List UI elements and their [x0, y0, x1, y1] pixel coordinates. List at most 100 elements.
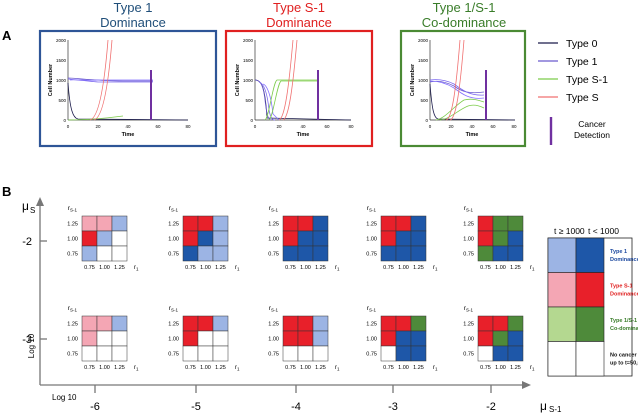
y-tick-minus2: -2	[22, 236, 32, 248]
grid-cell	[81, 345, 98, 362]
grid-mu-s-minus2-mu-s1-minus3: rS-1 1.25 1.00 0.75 0.75 1.00 1.25 r1	[366, 205, 438, 272]
grid-cell	[212, 315, 229, 332]
panel-a-label: A	[2, 28, 12, 43]
plot1-ytick: 2000	[56, 38, 67, 43]
grid-col-axis-label: r1	[235, 365, 240, 372]
grid-row-label: 0.75	[268, 252, 279, 258]
panel-b-axes	[36, 197, 531, 393]
grid-row-axis-sub: S-1	[70, 208, 78, 213]
plot3-ytick: 1000	[418, 78, 429, 83]
grid-cell	[477, 215, 494, 232]
plot2-ylabel: Cell Number	[235, 63, 241, 96]
grid-cell	[477, 315, 494, 332]
y-axis-label: μ	[22, 199, 29, 213]
grid-row-label: 1.00	[67, 237, 78, 243]
grid-cell	[81, 230, 98, 247]
plot1-xtick: 40	[125, 124, 131, 129]
plot3-ytick: 2000	[418, 38, 429, 43]
grid-col-axis-sub: 1	[136, 267, 139, 272]
legend-label-types: Type S	[566, 92, 599, 104]
grid-cell	[212, 330, 229, 347]
grid-row-label: 0.75	[463, 352, 474, 358]
grid-row-axis-label: rS-1	[464, 305, 474, 313]
grid-cell	[492, 230, 509, 247]
grid-col-axis-label: r1	[134, 265, 139, 272]
grid-row-label: 1.25	[168, 222, 179, 228]
grid-col-label: 1.25	[215, 265, 226, 271]
grid-row-label: 1.25	[463, 322, 474, 328]
grid-cell	[297, 330, 314, 347]
legend-panel-a: Type 0 Type 1 Type S-1 Type S Cancer Det…	[538, 38, 610, 145]
x-tick-minus6: -6	[90, 401, 100, 413]
grid-cell	[312, 315, 329, 332]
x-axis-sub: S-1	[549, 405, 562, 413]
legend-label-type1: Type 1	[566, 56, 598, 68]
grid-cell	[96, 315, 113, 332]
grid-cell	[312, 245, 329, 262]
grid-col-label: 1.00	[99, 365, 110, 371]
grid-col-axis-sub: 1	[435, 367, 438, 372]
grid-row-label: 0.75	[463, 252, 474, 258]
grid-row-axis-label: rS-1	[367, 205, 377, 213]
plot2-xtick: 20	[276, 124, 282, 129]
plot3-ytick: 500	[420, 98, 428, 103]
legend-b-text-1: Type S-1	[610, 284, 633, 290]
grid-row-axis-label: rS-1	[464, 205, 474, 213]
grid-cell	[111, 330, 128, 347]
grid-cell	[312, 330, 329, 347]
grid-cell	[492, 330, 509, 347]
grid-row-label: 1.25	[67, 222, 78, 228]
grid-col-axis-sub: 1	[435, 267, 438, 272]
legend-b-text-2: up to t=50,000	[610, 361, 638, 367]
plot3-ytick: 0	[425, 118, 428, 123]
grid-col-label: 0.75	[185, 365, 196, 371]
grid-col-label: 0.75	[84, 365, 95, 371]
legend-b-swatch-left	[547, 306, 577, 342]
plot3-curve-types-a	[445, 39, 461, 121]
grid-row-label: 1.00	[268, 337, 279, 343]
plot2-title-line1: Type S-1	[273, 0, 325, 15]
legend-b-swatch-right	[575, 272, 605, 308]
plot1-xtick: 20	[95, 124, 101, 129]
grid-cell	[282, 315, 299, 332]
legend-b-text-2: Dominance	[610, 292, 638, 298]
grid-cell	[81, 215, 98, 232]
grid-col-axis-sub: 1	[337, 267, 340, 272]
heatmap-grids: rS-1 1.25 1.00 0.75 0.75 1.00 1.25 r1 rS-1 1.25 1.…	[67, 205, 535, 372]
grid-cell	[197, 315, 214, 332]
grid-col-label: 1.25	[315, 365, 326, 371]
grid-cell	[380, 245, 397, 262]
grid-col-label: 1.00	[99, 265, 110, 271]
legend-panel-b: t ≥ 1000 t < 1000 Type 1 Dominance Type S-…	[547, 226, 638, 377]
grid-row-label: 1.25	[268, 222, 279, 228]
grid-col-axis-label: r1	[235, 265, 240, 272]
plot1-frame	[38, 29, 218, 148]
grid-cell	[492, 245, 509, 262]
grid-mu-s-minus3-mu-s1-minus6: rS-1 1.25 1.00 0.75 0.75 1.00 1.25 r1	[67, 305, 139, 372]
plot3-curve-types1a	[435, 98, 485, 121]
grid-row-axis-label: rS-1	[169, 205, 179, 213]
plot2-curve-type1c	[262, 83, 280, 121]
grid-cell	[395, 345, 412, 362]
grid-col-axis-label: r1	[335, 265, 340, 272]
grid-cell	[395, 230, 412, 247]
grid-cell	[282, 245, 299, 262]
x-axis-label: μ	[540, 399, 547, 413]
plot2-ytick: 1500	[243, 58, 254, 63]
grid-row-label: 1.25	[168, 322, 179, 328]
x-tick-minus5: -5	[191, 401, 201, 413]
grid-cell	[395, 330, 412, 347]
plot3-ytick: 1500	[418, 58, 429, 63]
grid-row-label: 0.75	[268, 352, 279, 358]
grid-col-label: 1.00	[398, 365, 409, 371]
grid-col-label: 1.00	[398, 265, 409, 271]
plot1-curve-types1	[67, 115, 124, 121]
grid-col-label: 1.00	[495, 265, 506, 271]
grid-row-axis-label: rS-1	[68, 305, 78, 313]
grid-col-label: 1.25	[413, 365, 424, 371]
y-axis-sub: S	[30, 206, 35, 215]
legend-b-swatch-right	[575, 341, 605, 377]
plot1-xtick: 80	[185, 124, 191, 129]
grid-cell	[197, 345, 214, 362]
grid-cell	[507, 345, 524, 362]
